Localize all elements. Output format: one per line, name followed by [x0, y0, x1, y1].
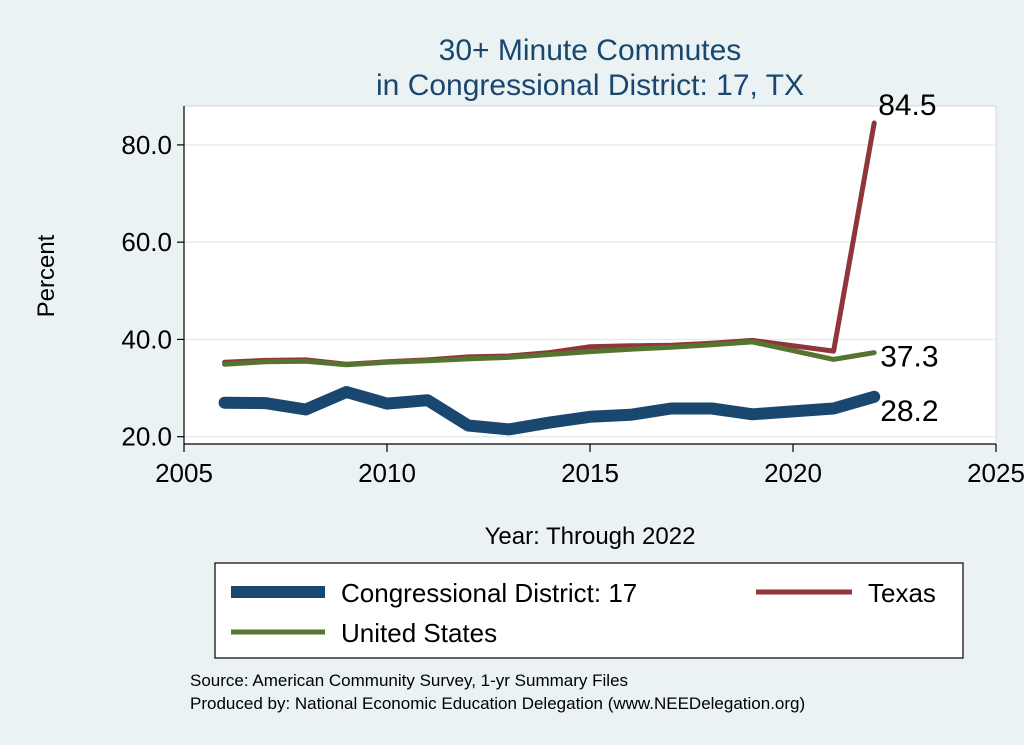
source-line-1: Source: American Community Survey, 1-yr …	[190, 671, 628, 690]
x-tick-label-2025: 2025	[967, 458, 1024, 488]
source-line-2: Produced by: National Economic Education…	[190, 694, 805, 713]
x-tick-label-2010: 2010	[358, 458, 416, 488]
plot-area	[183, 105, 997, 445]
end-label-texas: 84.5	[878, 89, 936, 122]
legend: Congressional District: 17 Texas United …	[214, 562, 964, 659]
x-ticks: 2005 2010 2015 2020 2025	[155, 444, 1024, 488]
x-tick-label-2020: 2020	[764, 458, 822, 488]
grid-lines	[184, 144, 996, 438]
y-axis-title: Percent	[33, 234, 60, 317]
chart-title: 30+ Minute Commutes	[439, 34, 742, 67]
legend-label-district: Congressional District: 17	[341, 578, 637, 608]
x-tick-label-2015: 2015	[561, 458, 619, 488]
legend-label-texas: Texas	[868, 578, 936, 608]
end-labels: 28.2 84.5 37.3	[878, 89, 938, 428]
y-tick-label-40: 40.0	[121, 324, 172, 354]
chart-subtitle: in Congressional District: 17, TX	[376, 69, 804, 102]
end-label-united-states: 37.3	[880, 341, 938, 374]
y-tick-label-20: 20.0	[121, 422, 172, 452]
series-line-congressional-district-17	[218, 386, 881, 436]
y-tick-label-80: 80.0	[121, 130, 172, 160]
x-axis-title: Year: Through 2022	[485, 523, 696, 550]
end-label-congressional-district-17: 28.2	[880, 395, 938, 428]
legend-label-us: United States	[341, 618, 497, 648]
series-line-united-states	[222, 339, 877, 368]
y-ticks: 20.0 40.0 60.0 80.0	[121, 130, 184, 452]
y-tick-label-60: 60.0	[121, 227, 172, 257]
series-lines	[218, 120, 881, 436]
x-tick-label-2005: 2005	[155, 458, 213, 488]
legend-box	[214, 562, 964, 659]
